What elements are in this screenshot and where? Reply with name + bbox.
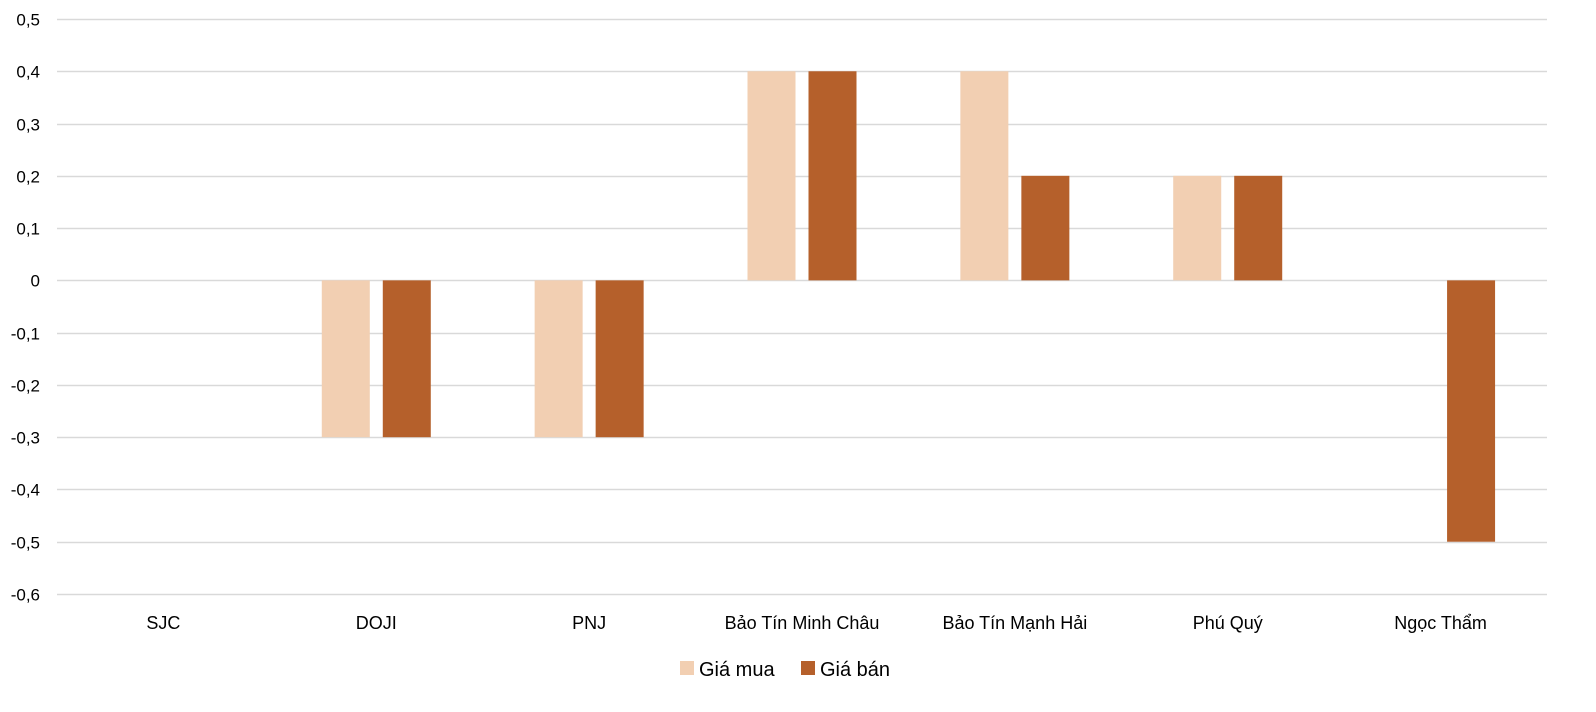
bar [534, 280, 583, 438]
legend-swatch [801, 661, 815, 675]
y-tick-label: 0,3 [16, 116, 40, 135]
bar [960, 71, 1009, 281]
gridlines [57, 18, 1547, 596]
y-tick-label: 0,1 [16, 220, 40, 239]
y-tick-label: -0,4 [11, 481, 40, 500]
legend-swatch [680, 661, 694, 675]
y-tick-label: -0,3 [11, 429, 40, 448]
y-tick-label: -0,5 [11, 534, 40, 553]
bar [1173, 175, 1222, 281]
x-tick-label: Bảo Tín Minh Châu [725, 613, 880, 633]
y-tick-label: -0,2 [11, 377, 40, 396]
y-tick-label: -0,6 [11, 586, 40, 605]
x-tick-label: Bảo Tín Mạnh Hải [942, 613, 1087, 633]
bars [321, 71, 1496, 542]
bar [808, 71, 857, 281]
bar [1021, 175, 1070, 281]
y-tick-label: 0,2 [16, 168, 40, 187]
y-tick-label: 0 [31, 272, 40, 291]
x-tick-label: SJC [146, 613, 180, 633]
legend: Giá mua Giá bán [680, 659, 890, 681]
legend-label: Giá mua [699, 659, 775, 681]
bar [1447, 280, 1496, 542]
y-tick-label: -0,1 [11, 325, 40, 344]
legend-label: Giá bán [820, 659, 890, 681]
bar [321, 280, 370, 438]
y-tick-label: 0,5 [16, 11, 40, 30]
x-axis-ticks: SJC DOJI PNJ Bảo Tín Minh Châu Bảo Tín Mạnh … [146, 613, 1487, 633]
bar [1234, 175, 1283, 281]
bar [747, 71, 796, 281]
x-tick-label: PNJ [572, 613, 606, 633]
x-tick-label: DOJI [356, 613, 397, 633]
x-tick-label: Ngọc Thẩm [1394, 613, 1487, 633]
bar [595, 280, 644, 438]
y-tick-label: 0,4 [16, 63, 40, 82]
bar [382, 280, 431, 438]
y-axis-ticks: 0,5 0,4 0,3 0,2 0,1 0 -0,1 -0,2 -0,3 -0,4 -0,5 -0,6 [11, 11, 40, 605]
x-tick-label: Phú Quý [1193, 613, 1263, 633]
